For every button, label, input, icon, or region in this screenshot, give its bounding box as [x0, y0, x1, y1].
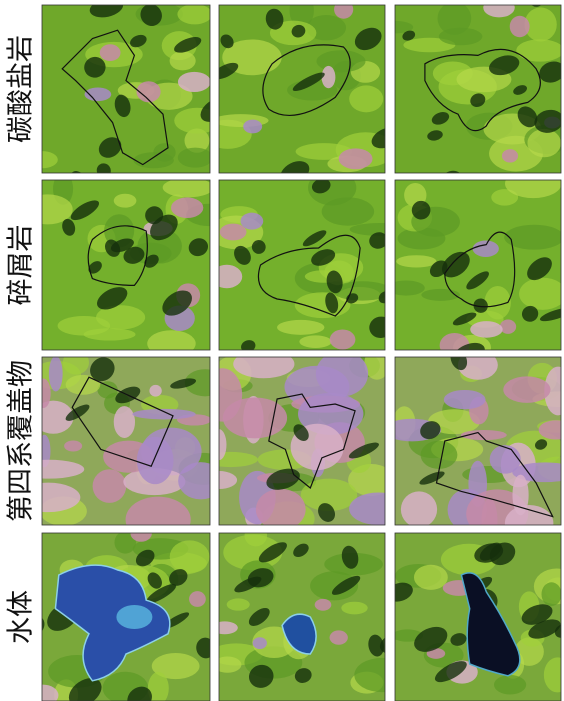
satellite-tile	[384, 533, 564, 701]
bare-land	[243, 120, 262, 134]
row: 碳酸盐岩	[6, 0, 564, 210]
row-label: 碎屑岩	[6, 225, 37, 306]
vegetation	[516, 39, 563, 61]
vegetation	[387, 280, 424, 295]
row-label: 碳酸盐岩	[6, 35, 37, 143]
vegetation	[163, 178, 214, 198]
bare-land	[233, 350, 294, 379]
vegetation	[170, 51, 196, 70]
row-label: 水体	[6, 590, 37, 644]
vegetation	[203, 452, 258, 467]
vegetation	[396, 255, 436, 267]
satellite-tile	[377, 0, 564, 197]
bare-land	[315, 599, 332, 611]
satellite-tile	[201, 347, 407, 536]
bare-land	[93, 469, 127, 503]
satellite-tile	[210, 518, 411, 701]
shadow	[332, 0, 366, 2]
vegetation	[178, 148, 213, 168]
bare-land	[334, 0, 353, 19]
row: 水体	[6, 518, 564, 701]
satellite-tile	[181, 0, 404, 191]
bare-land	[330, 630, 348, 644]
vegetation	[542, 582, 562, 606]
vegetation	[494, 675, 526, 695]
bare-land	[253, 637, 267, 649]
row-label: 第四系覆盖物	[6, 360, 37, 522]
bare-land	[256, 489, 306, 530]
bare-land	[500, 319, 516, 333]
bare-land	[189, 591, 206, 607]
satellite-tile	[26, 0, 235, 210]
vegetation	[299, 335, 331, 348]
vegetation	[504, 225, 564, 250]
vegetation	[58, 316, 111, 336]
vegetation	[245, 525, 268, 546]
bare-land	[36, 378, 50, 408]
vegetation	[63, 350, 89, 374]
bare-land	[137, 437, 174, 484]
vegetation	[147, 330, 195, 356]
bare-land	[322, 66, 336, 88]
vegetation	[114, 194, 137, 208]
bare-land	[114, 406, 135, 438]
bare-land	[470, 321, 502, 338]
bare-land	[64, 441, 82, 452]
bare-land	[510, 16, 530, 37]
satellite-tile	[15, 525, 217, 701]
row: 第四系覆盖物	[6, 347, 564, 546]
vegetation	[414, 565, 448, 590]
satellite-tile	[387, 145, 564, 370]
bare-land	[178, 72, 211, 92]
satellite-tile	[13, 350, 228, 542]
figure: 碳酸盐岩碎屑岩第四系覆盖物水体	[0, 0, 564, 701]
satellite-tile	[209, 170, 409, 354]
vegetation	[227, 598, 250, 610]
bare-land	[211, 265, 242, 288]
shallow-water	[116, 605, 152, 629]
bare-land	[473, 240, 499, 257]
satellite-tile	[22, 173, 231, 357]
vegetation	[170, 540, 210, 573]
bare-land	[149, 385, 161, 397]
vegetation	[174, 108, 220, 134]
bare-land	[339, 148, 373, 169]
vegetation	[177, 4, 212, 24]
bare-land	[444, 390, 486, 409]
vegetation	[439, 28, 483, 46]
figure-page: 碳酸盐岩碎屑岩第四系覆盖物水体	[0, 0, 564, 701]
bare-land	[330, 330, 356, 350]
vegetation	[341, 602, 367, 615]
bare-land	[316, 351, 368, 397]
vegetation	[349, 85, 383, 112]
bare-land	[401, 491, 437, 527]
satellite-tile	[383, 347, 564, 546]
bare-land	[171, 197, 203, 218]
bare-land	[49, 356, 63, 391]
vegetation	[364, 347, 389, 380]
row: 碎屑岩	[6, 145, 564, 370]
bare-land	[132, 409, 195, 420]
vegetation	[214, 656, 242, 672]
vegetation	[277, 320, 324, 335]
bare-land	[100, 44, 121, 61]
vegetation	[421, 441, 458, 469]
bare-land	[178, 462, 223, 499]
bare-land	[502, 149, 518, 162]
vegetation	[133, 152, 174, 168]
vegetation	[527, 129, 561, 157]
bare-land	[241, 213, 264, 230]
bare-land	[212, 621, 238, 634]
bare-land	[503, 376, 550, 403]
bare-land	[220, 224, 247, 241]
